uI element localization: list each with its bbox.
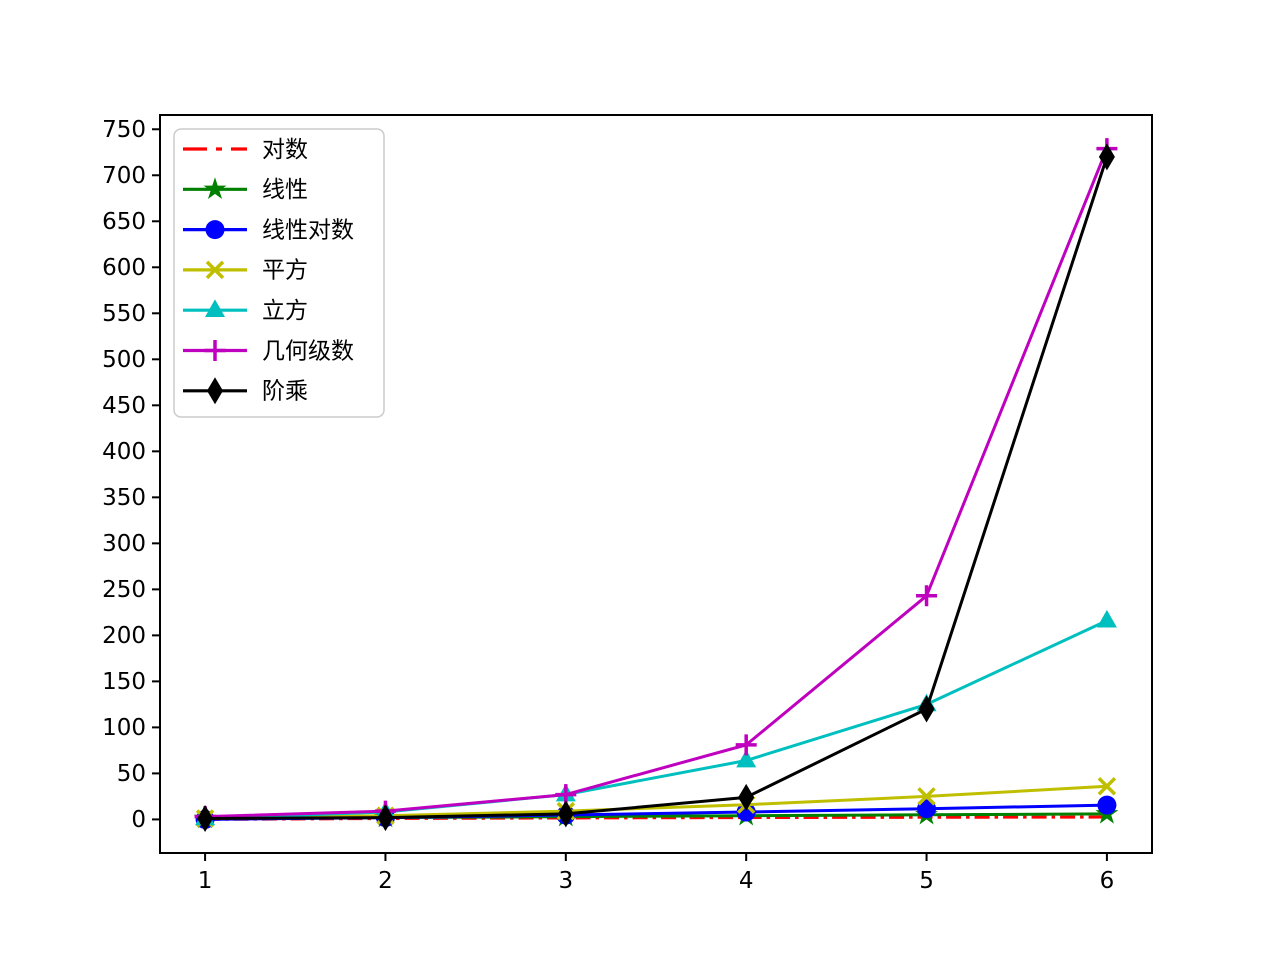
- diamond-marker: [1098, 143, 1115, 171]
- circle-marker: [1097, 795, 1117, 815]
- circle-marker: [205, 220, 225, 240]
- y-tick-label: 300: [102, 531, 146, 557]
- legend-item-平方: 平方: [183, 258, 308, 284]
- diamond-marker: [918, 695, 935, 723]
- circle-marker: [917, 799, 937, 819]
- legend-item-线性对数: 线性对数: [183, 217, 354, 243]
- x-tick-label: 2: [378, 868, 393, 894]
- y-tick-label: 100: [102, 715, 146, 741]
- legend-item-阶乘: 阶乘: [183, 377, 308, 405]
- x-tick-label: 5: [919, 868, 934, 894]
- legend-label: 对数: [262, 137, 308, 163]
- series-line: [205, 156, 1109, 820]
- y-axis: 0 50 100 150 200 250 300 350 400 450 500 550 600 650 7…: [102, 117, 160, 833]
- legend-label: 阶乘: [262, 379, 308, 405]
- series-line: [205, 619, 1108, 820]
- y-tick-label: 750: [102, 117, 146, 143]
- y-tick-label: 200: [102, 623, 146, 649]
- triangle-marker: [736, 749, 757, 768]
- diamond-marker: [207, 377, 223, 405]
- legend-item-几何级数: 几何级数: [183, 338, 354, 364]
- series-line: [205, 784, 1107, 820]
- legend-label: 线性: [262, 177, 308, 203]
- y-tick-label: 0: [131, 807, 146, 833]
- y-tick-label: 500: [102, 347, 146, 373]
- y-tick-label: 650: [102, 209, 146, 235]
- y-tick-label: 250: [102, 577, 146, 603]
- legend-label: 几何级数: [262, 338, 354, 364]
- plot-border: [159, 114, 1153, 854]
- legend-label: 立方: [262, 298, 308, 324]
- legend-item-对数: 对数: [183, 137, 308, 163]
- legend-label: 平方: [262, 258, 308, 284]
- y-tick-label: 600: [102, 255, 146, 281]
- series-line: [205, 148, 1109, 819]
- y-tick-label: 400: [102, 439, 146, 465]
- plus-marker: [916, 585, 938, 607]
- triangle-marker: [1096, 609, 1117, 628]
- x-tick-label: 3: [558, 868, 573, 894]
- legend-box: [173, 128, 385, 418]
- triangle-marker: [205, 299, 225, 317]
- legend-item-立方: 立方: [183, 298, 308, 324]
- y-tick-label: 450: [102, 393, 146, 419]
- diamond-marker: [557, 800, 574, 828]
- x-tick-label: 4: [739, 868, 754, 894]
- series-阶乘: [197, 143, 1115, 832]
- legend-label: 线性对数: [262, 217, 354, 243]
- x-tick-label: 1: [198, 868, 213, 894]
- y-tick-label: 150: [102, 669, 146, 695]
- plus-marker: [735, 734, 757, 756]
- plus-marker: [204, 340, 226, 361]
- x-axis: 1 2 3 4 5 6: [198, 853, 1114, 894]
- y-tick-label: 350: [102, 485, 146, 511]
- diamond-marker: [738, 783, 755, 811]
- y-tick-label: 700: [102, 163, 146, 189]
- star-marker: [203, 177, 227, 200]
- x-marker: [917, 787, 936, 806]
- y-tick-label: 50: [117, 761, 146, 787]
- x-marker: [1097, 777, 1117, 796]
- x-marker: [205, 260, 225, 280]
- legend-item-线性: 线性: [183, 177, 308, 203]
- axes-frame: [159, 114, 1153, 854]
- y-tick-label: 550: [102, 301, 146, 327]
- x-tick-label: 6: [1100, 868, 1115, 894]
- diamond-marker: [377, 804, 394, 832]
- diamond-marker: [197, 804, 214, 832]
